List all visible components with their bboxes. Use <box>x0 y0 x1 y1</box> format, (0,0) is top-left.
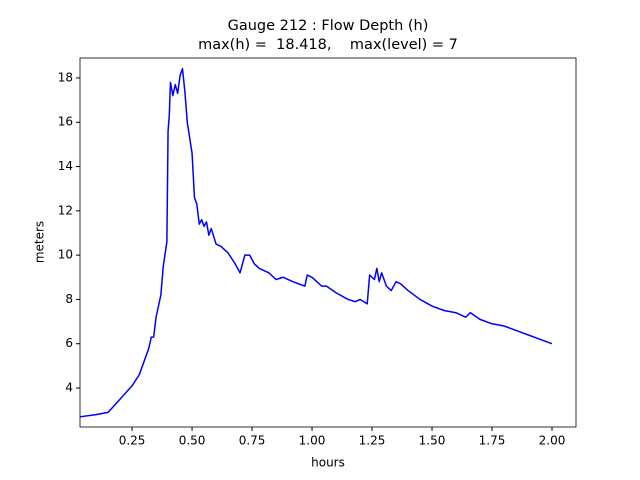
x-tick-label: 1.00 <box>299 434 326 448</box>
y-tick-label: 6 <box>65 336 73 350</box>
y-tick-label: 10 <box>58 248 73 262</box>
x-tick-label: 1.50 <box>419 434 446 448</box>
x-tick-label: 0.25 <box>119 434 146 448</box>
chart-title: Gauge 212 : Flow Depth (h) <box>228 18 429 34</box>
y-tick-label: 14 <box>58 159 73 173</box>
x-tick-label: 1.25 <box>359 434 386 448</box>
y-tick-label: 18 <box>58 70 73 84</box>
x-axis-label: hours <box>311 456 345 470</box>
x-tick-label: 1.75 <box>479 434 506 448</box>
y-tick-label: 8 <box>65 292 73 306</box>
x-tick-label: 0.75 <box>239 434 266 448</box>
plot-frame <box>79 57 577 428</box>
y-tick-label: 12 <box>58 203 73 217</box>
x-tick-label: 2.00 <box>539 434 566 448</box>
chart-subtitle: max(h) = 18.418, max(level) = 7 <box>198 37 458 53</box>
x-tick-label: 0.50 <box>179 434 206 448</box>
y-tick-label: 16 <box>58 115 73 129</box>
y-tick-label: 4 <box>65 381 73 395</box>
data-line <box>79 67 553 418</box>
y-axis-label: meters <box>33 221 47 263</box>
